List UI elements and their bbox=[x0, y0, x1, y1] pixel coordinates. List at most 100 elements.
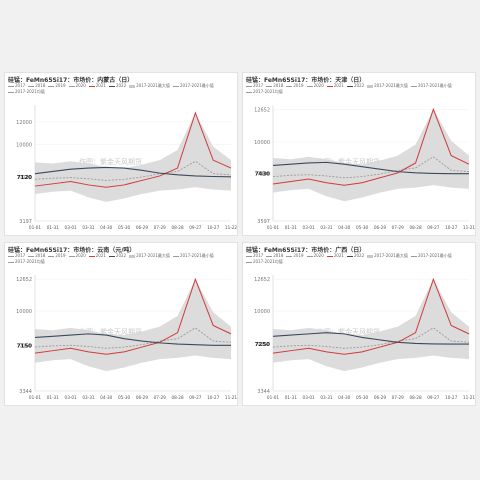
chart-plot: 3344 7250 10000 12652 01-01 01-31 03-01 03-31 04… bbox=[254, 275, 475, 400]
legend-item[interactable]: 2021 bbox=[88, 253, 106, 259]
series-band-max-min bbox=[35, 112, 231, 202]
y-tick-label: 12000 bbox=[16, 120, 32, 126]
legend-item[interactable]: 2018 bbox=[266, 83, 283, 89]
legend-swatch bbox=[286, 255, 293, 257]
series-line-2022 bbox=[272, 161, 469, 175]
legend-item[interactable]: 2021 bbox=[326, 83, 344, 89]
legend-item[interactable]: 2017-2021均值 bbox=[246, 259, 283, 265]
legend-item[interactable]: 2022 bbox=[346, 253, 365, 259]
x-tick-label: 07-29 bbox=[392, 395, 405, 400]
x-tick-label: 01-31 bbox=[47, 395, 60, 400]
legend-item[interactable]: 2020 bbox=[306, 83, 324, 89]
legend-label: 2018 bbox=[273, 83, 284, 88]
legend-item[interactable]: 2020 bbox=[68, 253, 86, 259]
series-line-2021 bbox=[34, 277, 232, 355]
chart-legend: 2017 2018 2019 2020 2021 2022 2017-2021最大值 2017… bbox=[8, 253, 236, 265]
legend-item[interactable]: 2017-2021最小值 bbox=[410, 253, 452, 259]
y-tick-label: 3344 bbox=[257, 389, 270, 395]
legend-label: 2019 bbox=[293, 253, 304, 258]
legend-swatch bbox=[306, 255, 313, 257]
legend-item[interactable]: 2019 bbox=[286, 83, 304, 89]
chart-title: 硅锰：FeMn65Si17：市场价：内蒙古（日） bbox=[8, 77, 134, 84]
series-line-avg bbox=[272, 327, 470, 349]
legend-swatch bbox=[172, 255, 179, 257]
watermark: 作图：紫金天风期货 bbox=[317, 158, 380, 166]
series-line-2021 bbox=[34, 111, 232, 188]
chart-panel-0: 硅锰：FeMn65Si17：市场价：内蒙古（日） 2017 2018 2019 202… bbox=[4, 72, 238, 236]
x-tick-label: 11-21 bbox=[463, 225, 476, 230]
legend-item[interactable]: 2018 bbox=[28, 83, 45, 89]
legend-swatch bbox=[28, 85, 35, 87]
x-tick-label: 09-27 bbox=[189, 395, 202, 400]
legend-swatch bbox=[410, 255, 417, 257]
x-tick-label: 03-01 bbox=[65, 395, 78, 400]
legend-label: 2017-2021均值 bbox=[15, 89, 45, 94]
legend-item[interactable]: 2020 bbox=[68, 83, 86, 89]
legend-label: 2022 bbox=[353, 253, 365, 258]
x-tick-label: 05-30 bbox=[356, 225, 369, 230]
legend-swatch bbox=[48, 255, 55, 257]
legend-item[interactable]: 2018 bbox=[266, 253, 283, 259]
legend-label: 2017-2021最小值 bbox=[179, 83, 214, 88]
legend-item[interactable]: 2019 bbox=[286, 253, 304, 259]
legend-swatch bbox=[108, 255, 115, 257]
legend-item[interactable]: 2017-2021最大值 bbox=[129, 253, 170, 259]
legend-swatch bbox=[266, 85, 273, 87]
legend-item[interactable]: 2019 bbox=[48, 83, 66, 89]
legend-item[interactable]: 2020 bbox=[306, 253, 324, 259]
legend-item[interactable]: 2017-2021最大值 bbox=[367, 83, 408, 89]
latest-value-label: 7430 bbox=[255, 172, 270, 178]
x-tick-label: 08-28 bbox=[171, 395, 184, 400]
y-tick-label: 7250 bbox=[257, 342, 270, 348]
legend-item[interactable]: 2017-2021最小值 bbox=[172, 253, 214, 259]
legend-label: 2021 bbox=[333, 253, 344, 258]
x-tick-label: 10-27 bbox=[207, 395, 220, 400]
x-tick-label: 01-31 bbox=[285, 395, 298, 400]
x-tick-label: 01-01 bbox=[29, 395, 42, 400]
legend-item[interactable]: 2018 bbox=[28, 253, 45, 259]
legend-item[interactable]: 2022 bbox=[346, 83, 364, 89]
legend-item[interactable]: 2021 bbox=[88, 83, 106, 89]
watermark: 作图：紫金天风期货 bbox=[317, 328, 380, 336]
legend-item[interactable]: 2017-2021均值 bbox=[8, 259, 45, 265]
legend-item[interactable]: 2017-2021最大值 bbox=[129, 83, 170, 89]
series-band-max-min bbox=[273, 279, 469, 372]
chart-legend: 2017 2018 2019 2020 2021 2022 2017-2021最大值 2017… bbox=[246, 253, 474, 265]
legend-label: 2022 bbox=[115, 253, 127, 258]
legend-swatch bbox=[346, 255, 353, 257]
legend-item[interactable]: 2017 bbox=[8, 83, 25, 89]
x-tick-label: 10-27 bbox=[445, 225, 458, 230]
legend-item[interactable]: 2017-2021均值 bbox=[246, 89, 283, 95]
legend-item[interactable]: 2022 bbox=[108, 83, 126, 89]
legend-item[interactable]: 2017 bbox=[8, 253, 25, 259]
series-line-avg bbox=[272, 156, 470, 179]
chart-title: 硅锰：FeMn65Si17：市场价：广西（日） bbox=[246, 247, 366, 254]
x-tick-label: 04-30 bbox=[338, 225, 351, 230]
y-tick-label: 10000 bbox=[16, 309, 32, 315]
legend-item[interactable]: 2017 bbox=[246, 253, 263, 259]
legend-swatch bbox=[8, 255, 14, 257]
legend-label: 2018 bbox=[273, 253, 284, 258]
legend-label: 2021 bbox=[95, 83, 106, 88]
series-line-avg bbox=[34, 160, 232, 181]
legend-label: 2019 bbox=[55, 83, 66, 88]
series-line-2022 bbox=[34, 166, 232, 178]
legend-label: 2017-2021最大值 bbox=[136, 253, 170, 258]
watermark: 作图：紫金天风期货 bbox=[79, 328, 142, 336]
legend-item[interactable]: 2022 bbox=[108, 253, 127, 259]
latest-value-label: 7120 bbox=[17, 175, 32, 181]
x-tick-label: 11-22 bbox=[225, 225, 238, 230]
legend-swatch bbox=[266, 255, 273, 257]
legend-item[interactable]: 2017-2021最大值 bbox=[367, 253, 408, 259]
legend-label: 2021 bbox=[95, 253, 106, 258]
x-tick-label: 10-27 bbox=[207, 225, 220, 230]
legend-item[interactable]: 2021 bbox=[326, 253, 344, 259]
series-line-2021 bbox=[272, 107, 470, 186]
legend-item[interactable]: 2019 bbox=[48, 253, 66, 259]
x-tick-label: 01-01 bbox=[267, 225, 280, 230]
legend-item[interactable]: 2017-2021均值 bbox=[8, 89, 45, 95]
watermark: 作图：紫金天风期货 bbox=[79, 158, 142, 166]
legend-item[interactable]: 2017 bbox=[246, 83, 263, 89]
legend-item[interactable]: 2017-2021最小值 bbox=[410, 83, 452, 89]
legend-item[interactable]: 2017-2021最小值 bbox=[172, 83, 214, 89]
